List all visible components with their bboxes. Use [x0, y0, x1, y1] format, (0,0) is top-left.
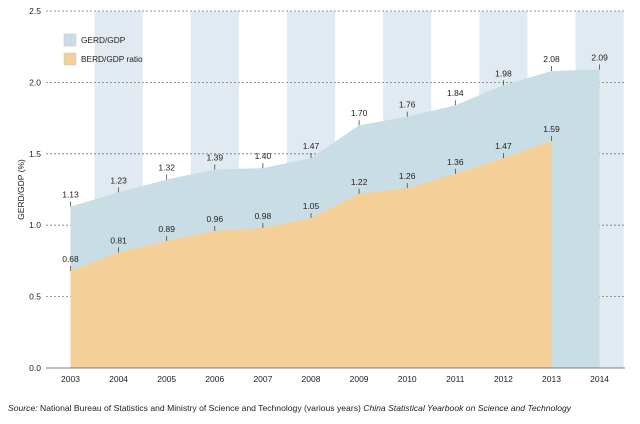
berd-data-label: 1.47	[495, 141, 512, 151]
source-note: Source: National Bureau of Statistics an…	[8, 403, 638, 413]
berd-data-label: 0.98	[255, 211, 272, 221]
x-tick-label: 2008	[302, 374, 321, 384]
y-tick-label: 2.5	[29, 6, 41, 16]
x-tick-label: 2012	[494, 374, 513, 384]
x-tick-label: 2014	[590, 374, 609, 384]
gerd-data-label: 2.08	[543, 54, 560, 64]
gerd-berd-area-chart: 0.0 0.5 1.0 1.5 2.0 2.5 1.13 1.23 1.32 1.39 1.40 1.…	[16, 6, 625, 384]
legend-label: BERD/GDP ratio	[81, 54, 143, 64]
gerd-data-label: 1.40	[255, 151, 272, 161]
x-tick-label: 2005	[157, 374, 176, 384]
x-tick-label: 2007	[253, 374, 272, 384]
y-tick-label: 0.5	[29, 292, 41, 302]
gerd-data-label: 1.47	[303, 141, 320, 151]
source-prefix: Source:	[8, 403, 38, 413]
source-text: National Bureau of Statistics and Minist…	[37, 403, 364, 413]
gerd-data-label: 1.39	[207, 153, 224, 163]
y-axis-title: GERD/GDP (%)	[16, 159, 26, 220]
berd-data-label: 1.59	[543, 124, 560, 134]
berd-data-label: 0.68	[62, 254, 79, 264]
berd-data-label: 1.26	[399, 171, 416, 181]
gerd-data-label: 1.84	[447, 88, 464, 98]
gerd-data-label: 1.70	[351, 108, 368, 118]
berd-data-label: 1.36	[447, 157, 464, 167]
y-tick-label: 1.0	[29, 220, 41, 230]
x-tick-label: 2004	[109, 374, 128, 384]
gerd-data-label: 1.13	[62, 190, 79, 200]
gerd-data-label: 1.23	[110, 175, 127, 185]
x-tick-label: 2003	[61, 374, 80, 384]
x-tick-label: 2006	[205, 374, 224, 384]
y-tick-label: 2.0	[29, 77, 41, 87]
gerd-data-label: 1.76	[399, 100, 416, 110]
berd-data-label: 0.89	[158, 224, 175, 234]
berd-data-label: 1.05	[303, 201, 320, 211]
berd-data-label: 0.96	[207, 214, 224, 224]
x-tick-label: 2010	[398, 374, 417, 384]
x-tick-label: 2013	[542, 374, 561, 384]
legend-swatch	[63, 52, 77, 66]
berd-data-label: 1.22	[351, 177, 368, 187]
gerd-data-label: 1.98	[495, 68, 512, 78]
legend-swatch	[63, 33, 77, 47]
berd-gdp-area	[70, 140, 552, 368]
y-tick-label: 0.0	[29, 363, 41, 373]
x-tick-label: 2009	[350, 374, 369, 384]
gerd-data-label: 1.32	[158, 163, 175, 173]
legend-label: GERD/GDP	[81, 35, 126, 45]
y-tick-label: 1.5	[29, 149, 41, 159]
x-tick-label: 2011	[446, 374, 465, 384]
berd-data-label: 0.81	[110, 235, 127, 245]
gerd-data-label: 2.09	[591, 53, 608, 63]
source-publication: China Statistical Yearbook on Science an…	[363, 403, 572, 413]
